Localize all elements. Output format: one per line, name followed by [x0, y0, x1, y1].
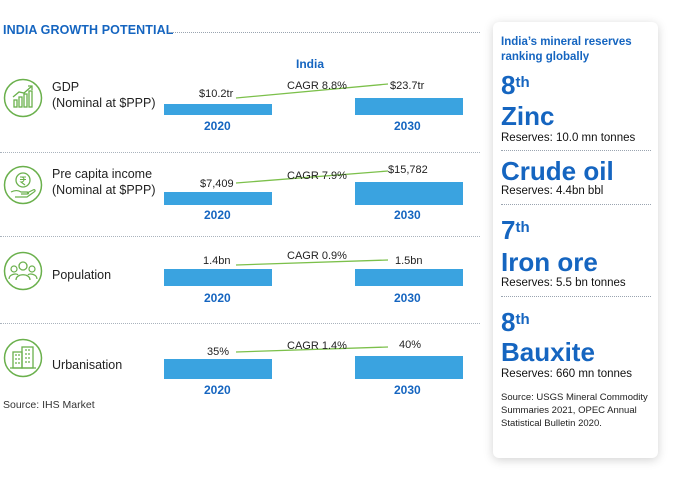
year-2030: 2030	[394, 208, 421, 222]
cagr-label: CAGR 1.4%	[287, 340, 347, 352]
metric-label: Urbanisation	[52, 357, 122, 373]
rank-label: 7th	[501, 217, 530, 243]
rank-suffix: th	[515, 311, 530, 328]
chart-growth-icon	[3, 78, 43, 118]
year-2030: 2030	[394, 383, 421, 397]
panel-title: India’s mineral reserves ranking globall…	[501, 36, 632, 63]
mineral-name: Zinc	[501, 101, 555, 131]
metric-label: Pre capita income (Nominal at $PPP)	[52, 166, 156, 198]
metric-label-main: Urbanisation	[52, 358, 123, 372]
year-2030: 2030	[394, 291, 421, 305]
title-divider	[168, 32, 480, 33]
metric-row-population: Population 1.4bn 1.5bn CAGR 0.9% 2020 20…	[0, 250, 480, 330]
reserves-text: Reserves: 10.0 mn tonnes	[501, 132, 636, 144]
reserves-text: Reserves: 5.5 bn tonnes	[501, 277, 626, 289]
rank-suffix: th	[515, 219, 530, 236]
rank-number: 7	[501, 215, 516, 245]
cagr-label: CAGR 0.9%	[287, 250, 347, 262]
bar-2020	[164, 104, 272, 115]
source-note: Source: IHS Market	[3, 399, 95, 411]
bar-2020	[164, 359, 272, 379]
value-2030: 1.5bn	[395, 255, 423, 267]
value-2020: $10.2tr	[199, 88, 234, 100]
rank-number: 8	[501, 307, 516, 337]
rank-suffix: th	[515, 74, 530, 91]
value-2020: $7,409	[200, 178, 234, 190]
year-2020: 2020	[204, 383, 231, 397]
mineral-name: Bauxite	[501, 337, 595, 367]
value-2030: 40%	[399, 339, 422, 351]
people-icon	[3, 251, 43, 291]
row-divider	[0, 152, 480, 153]
value-2020: 1.4bn	[203, 255, 231, 267]
cagr-label: CAGR 7.9%	[287, 170, 347, 182]
page-title: INDIA GROWTH POTENTIAL	[3, 23, 174, 37]
panel-divider	[501, 150, 651, 151]
panel-divider	[501, 296, 651, 297]
year-2020: 2020	[204, 291, 231, 305]
bar-2030	[355, 356, 463, 379]
metric-label-main: Population	[52, 268, 112, 282]
column-header: India	[296, 57, 325, 71]
metric-row-urbanisation: Urbanisation 35% 40% CAGR 1.4% 2020 2030	[0, 337, 480, 417]
buildings-icon	[3, 338, 43, 378]
value-2020: 35%	[207, 346, 230, 358]
rank-label: 8th	[501, 309, 530, 335]
metric-row-per-capita-income: Pre capita income (Nominal at $PPP) $7,4…	[0, 164, 480, 244]
mineral-name: Crude oil	[501, 156, 614, 186]
year-2020: 2020	[204, 208, 231, 222]
metric-label-main: GDP	[52, 80, 80, 94]
row-divider	[0, 323, 480, 324]
rank-label: 8th	[501, 72, 530, 98]
value-2030: $15,782	[388, 164, 428, 176]
year-2030: 2030	[394, 119, 421, 133]
bar-2020	[164, 269, 272, 286]
metric-label-main: Pre capita income	[52, 167, 153, 181]
panel-source-note: Source: USGS Mineral Commodity Summaries…	[501, 392, 648, 429]
metric-label-sub: (Nominal at $PPP)	[52, 96, 156, 110]
metric-label-sub: (Nominal at $PPP)	[52, 183, 156, 197]
row-divider	[0, 236, 480, 237]
panel-divider	[501, 204, 651, 205]
reserves-text: Reserves: 660 mn tonnes	[501, 368, 633, 380]
metric-row-gdp: GDP (Nominal at $PPP) $10.2tr $23.7tr CA…	[0, 77, 480, 157]
reserves-text: Reserves: 4.4bn bbl	[501, 185, 604, 197]
bar-2030	[355, 269, 463, 286]
bar-2020	[164, 192, 272, 205]
rank-number: 8	[501, 70, 516, 100]
value-2030: $23.7tr	[390, 80, 425, 92]
cagr-label: CAGR 8.8%	[287, 80, 347, 92]
mineral-name: Iron ore	[501, 247, 598, 277]
bar-2030	[355, 98, 463, 115]
year-2020: 2020	[204, 119, 231, 133]
mineral-reserves-panel: India’s mineral reserves ranking globall…	[493, 22, 658, 458]
metric-label: GDP (Nominal at $PPP)	[52, 79, 156, 111]
bar-2030	[355, 182, 463, 205]
rupee-hand-icon	[3, 165, 43, 205]
metric-label: Population	[52, 267, 111, 283]
